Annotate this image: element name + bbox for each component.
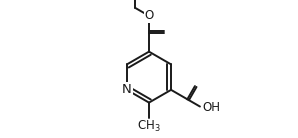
Text: N: N [122,83,132,96]
Text: OH: OH [203,101,221,114]
Text: CH$_3$: CH$_3$ [137,119,161,134]
Text: O: O [144,9,154,22]
